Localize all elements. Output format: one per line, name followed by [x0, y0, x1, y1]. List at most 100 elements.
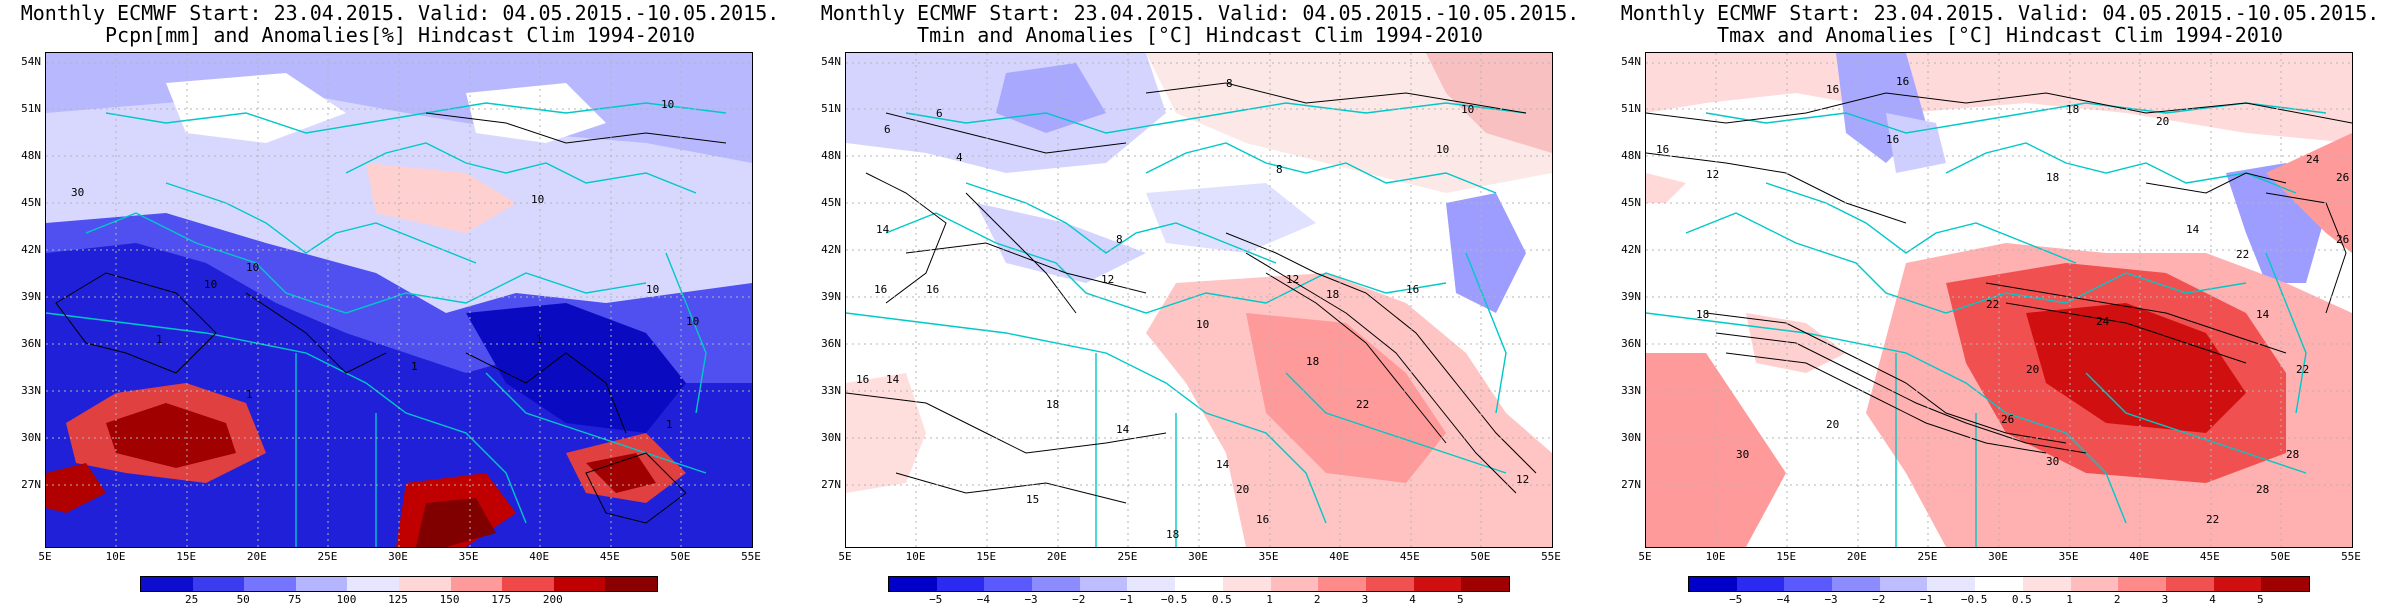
- colorbar-segment: [889, 577, 937, 591]
- tmax-colorbar: [1688, 576, 2310, 592]
- longitude-label: 45E: [1399, 550, 1420, 563]
- contour-label: 28: [2286, 448, 2299, 461]
- colorbar-segment: [1879, 577, 1928, 591]
- longitude-label: 30E: [388, 550, 408, 563]
- latitude-label: 39N: [821, 290, 841, 303]
- precipitation-map: 10 10 10 10 10 10 1 1 1 1 1 30: [45, 52, 753, 548]
- colorbar-segment: [1365, 577, 1414, 591]
- precipitation-map-svg: 10 10 10 10 10 10 1 1 1 1 1 30: [46, 53, 752, 547]
- longitude-label: 50E: [1470, 550, 1491, 563]
- colorbar-segment: [1689, 577, 1737, 591]
- colorbar-segment: [192, 577, 245, 591]
- longitude-label: 40E: [1329, 550, 1350, 563]
- contour-label: 10: [246, 261, 259, 274]
- longitude-label: 25E: [1117, 550, 1138, 563]
- colorbar-segment: [295, 577, 348, 591]
- contour-label: 20: [2156, 115, 2169, 128]
- contour-label: 22: [2206, 513, 2219, 526]
- longitude-label: 50E: [2270, 550, 2291, 563]
- longitude-label: 40E: [529, 550, 550, 563]
- latitude-label: 33N: [21, 384, 41, 397]
- panel-title-line2: Pcpn[mm] and Anomalies[%] Hindcast Clim …: [104, 23, 695, 47]
- latitude-label: 45N: [821, 196, 841, 209]
- contour-label: 12: [1516, 473, 1529, 486]
- colorbar-segment: [1127, 577, 1176, 591]
- contour-label: 16: [1406, 283, 1419, 296]
- contour-label: 15: [1026, 493, 1039, 506]
- colorbar-segment: [1032, 577, 1080, 591]
- precipitation-colorbar: [140, 576, 658, 592]
- longitude-label: 30E: [1188, 550, 1208, 563]
- colorbar-segment: [1413, 577, 1462, 591]
- colorbar-segment: [2070, 577, 2119, 591]
- contour-label: 10: [1196, 318, 1209, 331]
- latitude-label: 27N: [1621, 478, 1641, 491]
- latitude-label: 48N: [21, 149, 41, 162]
- contour-label: 20: [1826, 418, 1839, 431]
- contour-label: 18: [1326, 288, 1339, 301]
- longitude-label: 35E: [1258, 550, 1279, 563]
- contour-label: 8: [1276, 163, 1283, 176]
- colorbar-segment: [1461, 577, 1509, 591]
- longitude-label: 45E: [2199, 550, 2220, 563]
- panel-title-line2: Tmax and Anomalies [°C] Hindcast Clim 19…: [1717, 23, 2283, 47]
- colorbar-segment: [2165, 577, 2214, 591]
- contour-label: 20: [1236, 483, 1249, 496]
- tmin-map: 8 8 10 10 6 6 4 14 16 16 12 12 8 10 18 1…: [845, 52, 1553, 548]
- latitude-label: 30N: [1621, 431, 1641, 444]
- colorbar-segment: [2022, 577, 2071, 591]
- contour-label: 6: [884, 123, 891, 136]
- latitude-label: 33N: [821, 384, 841, 397]
- colorbar-segment: [398, 577, 451, 591]
- contour-label: 30: [2046, 455, 2059, 468]
- contour-label: 10: [204, 278, 217, 291]
- latitude-label: 45N: [21, 196, 41, 209]
- contour-label: 1: [411, 360, 418, 373]
- latitude-label: 36N: [1621, 337, 1641, 350]
- latitude-label: 36N: [21, 337, 41, 350]
- contour-label: 30: [1736, 448, 1749, 461]
- colorbar-segment: [2261, 577, 2309, 591]
- contour-label: 18: [1696, 308, 1709, 321]
- contour-labels: 16 16 18 16 16 20 12 14 18 24 26 26 22 2…: [1656, 75, 2349, 526]
- contour-labels: 8 8 10 10 6 6 4 14 16 16 12 12 8 10 18 1…: [856, 77, 1529, 541]
- contour-label: 16: [926, 283, 939, 296]
- contour-label: 16: [1826, 83, 1839, 96]
- colorbar-segment: [2118, 577, 2166, 591]
- latitude-label: 42N: [1621, 243, 1641, 256]
- colorbar-segment: [1222, 577, 1271, 591]
- contour-label: 24: [2096, 315, 2110, 328]
- contour-label: 10: [1436, 143, 1449, 156]
- colorbar-segment: [347, 577, 399, 591]
- panel-title-line1: Monthly ECMWF Start: 23.04.2015. Valid: …: [1620, 1, 2380, 25]
- longitude-label: 45E: [599, 550, 620, 563]
- contour-label: 12: [1101, 273, 1114, 286]
- longitude-label: 10E: [1705, 550, 1726, 563]
- longitude-label: 35E: [458, 550, 479, 563]
- colorbar-segment: [984, 577, 1033, 591]
- contour-label: 14: [1116, 423, 1130, 436]
- contour-label: 26: [2001, 413, 2014, 426]
- colorbar-segment: [450, 577, 503, 591]
- contour-label: 10: [1461, 103, 1474, 116]
- colorbar-segment: [2213, 577, 2262, 591]
- latitude-label: 27N: [21, 478, 41, 491]
- longitude-label: 20E: [1046, 550, 1067, 563]
- longitude-label: 30E: [1988, 550, 2008, 563]
- colorbar-segment: [141, 577, 193, 591]
- longitude-label: 55E: [1541, 550, 1561, 563]
- contour-label: 16: [856, 373, 869, 386]
- contour-label: 26: [2336, 171, 2349, 184]
- contour-label: 16: [1256, 513, 1269, 526]
- latitude-label: 54N: [21, 55, 41, 68]
- panel-tmax: Monthly ECMWF Start: 23.04.2015. Valid: …: [1600, 0, 2400, 606]
- colorbar-segment: [1318, 577, 1366, 591]
- contour-label: 16: [874, 283, 887, 296]
- contour-labels: 10 10 10 10 10 10 1 1 1 1 1 30: [71, 98, 699, 431]
- longitude-label: 50E: [670, 550, 691, 563]
- contour-label: 14: [1216, 458, 1230, 471]
- latitude-label: 42N: [821, 243, 841, 256]
- latitude-label: 27N: [821, 478, 841, 491]
- contour-label: 20: [2026, 363, 2039, 376]
- latitude-label: 42N: [21, 243, 41, 256]
